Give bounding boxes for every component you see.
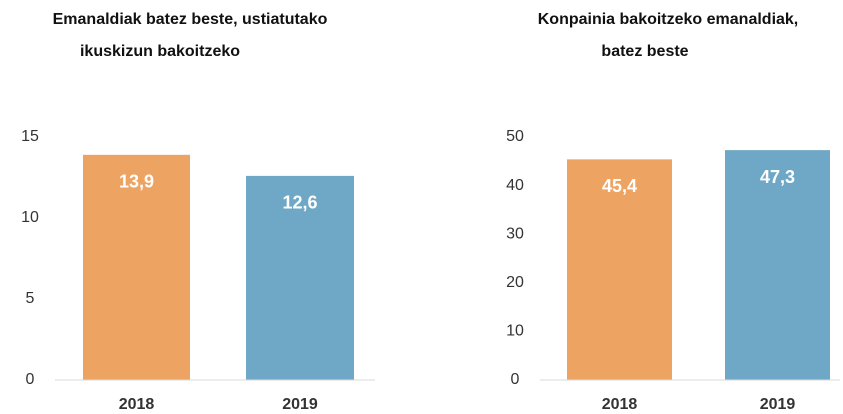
y-tick-label: 0 [511,371,520,388]
y-tick-label: 40 [506,177,524,194]
x-tick-label: 2019 [282,396,318,413]
bar [725,150,830,380]
y-tick-label: 50 [506,128,524,145]
value-label: 13,9 [119,172,154,192]
y-tick-label: 10 [21,209,39,226]
y-tick-label: 30 [506,225,524,242]
value-label: 45,4 [602,176,637,196]
y-tick-label: 20 [506,274,524,291]
x-tick-label: 2019 [760,396,796,413]
chart-title: Emanaldiak batez beste, ustiatutako [53,11,328,28]
bar [83,154,190,380]
y-tick-label: 5 [26,290,35,307]
chart-title: Konpainia bakoitzeko emanaldiak, [538,11,799,28]
x-tick-label: 2018 [602,396,638,413]
bar [567,159,672,380]
y-tick-label: 15 [21,128,39,145]
value-label: 12,6 [282,193,317,213]
bar [246,175,354,380]
x-tick-label: 2018 [119,396,155,413]
value-label: 47,3 [760,167,795,187]
y-tick-label: 0 [26,371,35,388]
chart-title: batez beste [601,43,688,60]
chart-title: ikuskizun bakoitzeko [80,43,240,60]
y-tick-label: 10 [506,323,524,340]
